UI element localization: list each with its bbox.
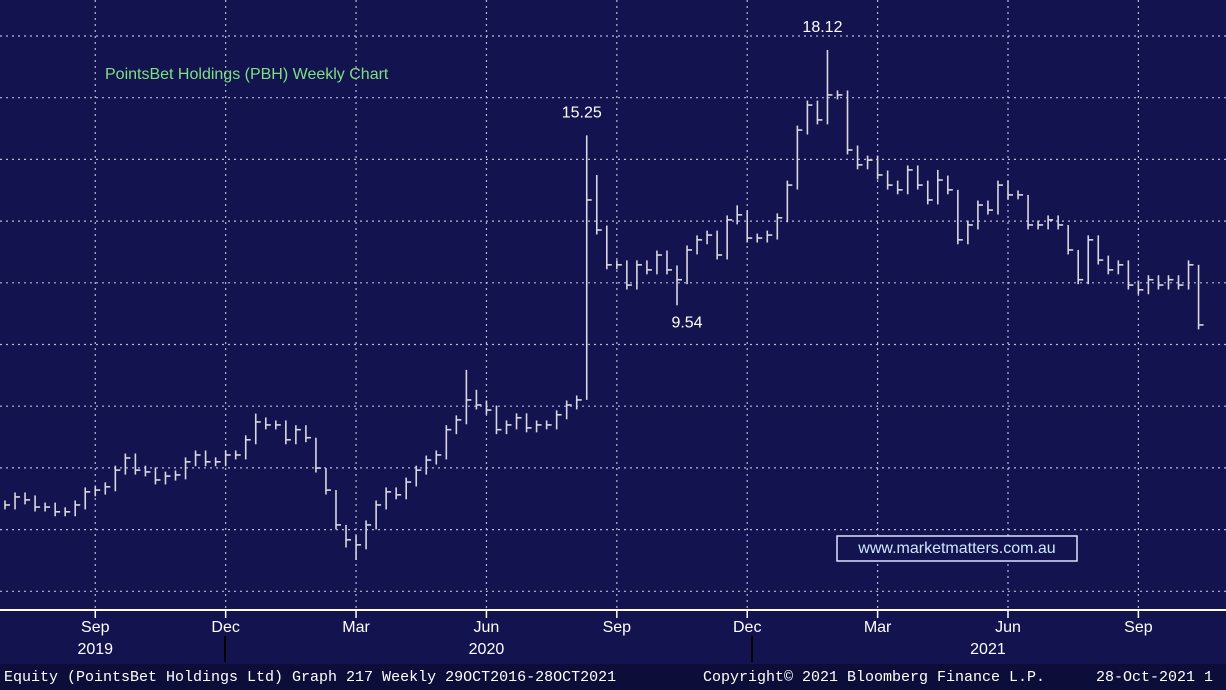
bars bbox=[4, 49, 1204, 561]
footer-band bbox=[0, 664, 1226, 690]
x-tick-label: Mar bbox=[864, 619, 892, 636]
x-tick-label: Sep bbox=[81, 619, 110, 636]
watermark: www.marketmatters.com.au bbox=[857, 540, 1055, 557]
footer-date: 28-Oct-2021 1 bbox=[1096, 669, 1213, 686]
chart-title: PointsBet Holdings (PBH) Weekly Chart bbox=[105, 66, 389, 83]
year-label: 2020 bbox=[469, 641, 505, 658]
year-label: 2019 bbox=[77, 641, 113, 658]
x-tick-label: Sep bbox=[1124, 619, 1153, 636]
data-label: 18.12 bbox=[802, 19, 842, 36]
footer-copyright: Copyright© 2021 Bloomberg Finance L.P. bbox=[703, 669, 1045, 686]
data-label: 15.25 bbox=[562, 105, 602, 122]
x-tick-label: Mar bbox=[342, 619, 370, 636]
x-tick-label: Dec bbox=[211, 619, 239, 636]
data-label: 9.54 bbox=[671, 315, 702, 332]
x-tick-label: Dec bbox=[733, 619, 761, 636]
footer-security: Equity (PointsBet Holdings Ltd) Graph 21… bbox=[4, 669, 616, 686]
year-label: 2021 bbox=[970, 641, 1006, 658]
x-tick-label: Jun bbox=[474, 619, 500, 636]
watermark-box bbox=[836, 535, 1078, 562]
x-tick-label: Sep bbox=[603, 619, 632, 636]
grid bbox=[0, 0, 1226, 610]
x-tick-label: Jun bbox=[995, 619, 1021, 636]
